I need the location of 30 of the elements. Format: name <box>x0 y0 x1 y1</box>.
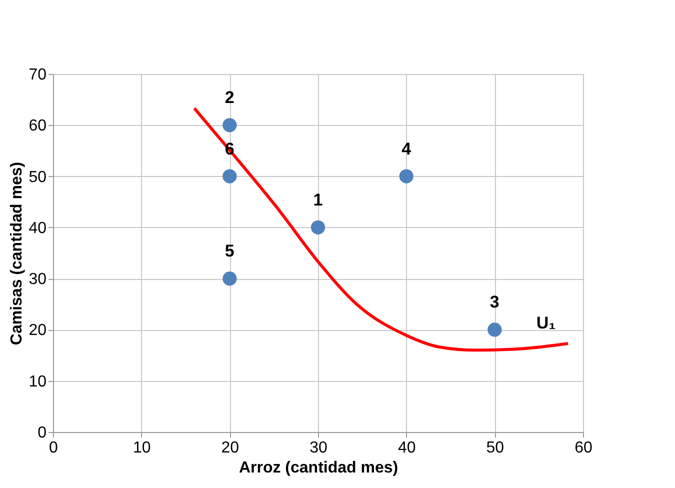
annotation: 5 <box>224 242 234 261</box>
x-tick-label: 60 <box>574 440 592 456</box>
point <box>488 322 502 337</box>
x-axis-title: Arroz (cantidad mes) <box>238 460 398 476</box>
point <box>310 220 326 234</box>
annotation: 4 <box>402 139 412 158</box>
series-label: U₁ <box>536 314 556 333</box>
x-tick-label: 40 <box>398 440 416 456</box>
y-tick-label: 50 <box>28 168 47 186</box>
y-tick-label: 0 <box>38 424 47 442</box>
annotation: 2 <box>224 88 234 108</box>
y-tick-label: 60 <box>28 118 47 135</box>
x-tick-label: 30 <box>310 440 328 456</box>
y-tick-label: 40 <box>28 220 47 237</box>
y-tick-label: 10 <box>28 373 47 390</box>
point <box>399 169 414 184</box>
y-axis-title: Camisas (cantidad mes) <box>8 162 26 346</box>
x-tick-label: 0 <box>49 440 58 456</box>
y-tick-label: 20 <box>28 322 47 340</box>
annotation: 3 <box>490 292 500 312</box>
y-tick-label: 70 <box>28 66 47 84</box>
x-tick-label: 10 <box>132 440 151 456</box>
annotation: 1 <box>313 190 323 210</box>
x-tick-label: 20 <box>221 440 240 456</box>
line-series <box>192 106 570 352</box>
x-tick-label: 50 <box>486 440 504 456</box>
point <box>222 272 237 286</box>
point <box>222 169 237 184</box>
y-tick-label: 30 <box>28 271 47 288</box>
point <box>222 118 237 132</box>
